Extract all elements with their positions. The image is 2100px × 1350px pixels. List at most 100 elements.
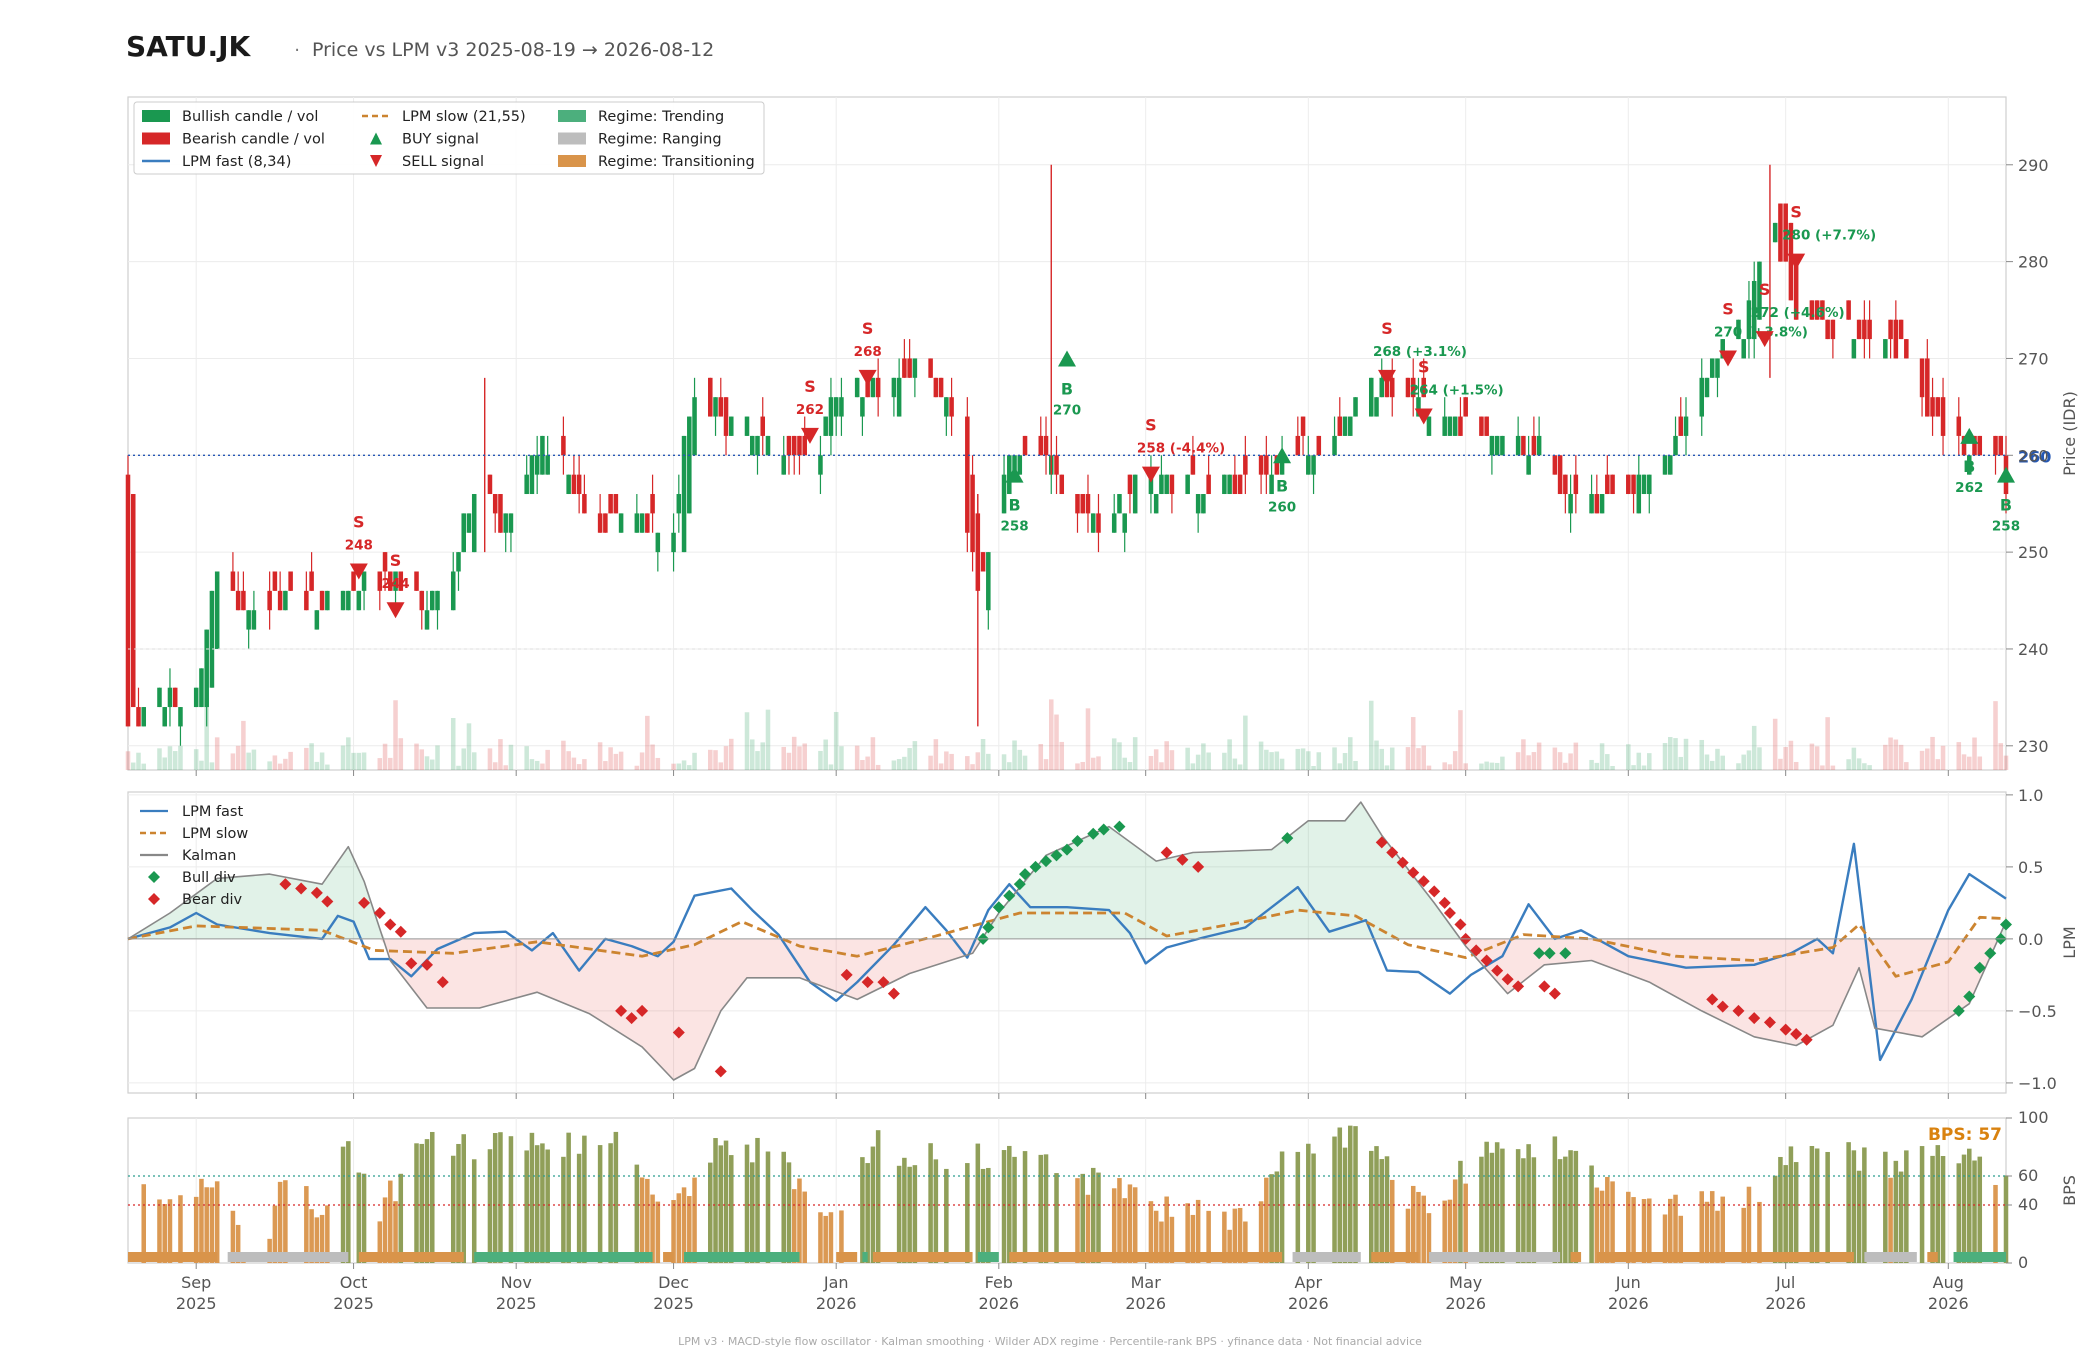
candle-body xyxy=(839,397,844,417)
candle-body xyxy=(1153,494,1159,514)
volume-bar xyxy=(1610,765,1615,770)
volume-bar xyxy=(1898,744,1904,770)
bps-bar xyxy=(1038,1154,1044,1263)
candle-body xyxy=(933,377,939,398)
volume-bar xyxy=(456,765,461,770)
candle-body xyxy=(199,668,204,708)
bear-div-marker xyxy=(1548,987,1561,1000)
candle-body xyxy=(136,707,141,727)
volume-bar xyxy=(597,742,603,770)
volume-bar xyxy=(1022,755,1028,770)
sell-signal-code: S xyxy=(353,512,365,531)
volume-bar xyxy=(938,763,944,770)
bps-bar xyxy=(1531,1157,1537,1263)
volume-bar xyxy=(1458,710,1463,770)
bps-bar xyxy=(1384,1156,1390,1263)
bps-bar xyxy=(791,1189,797,1263)
volume-bar xyxy=(1820,765,1825,770)
sell-signal-code: S xyxy=(804,377,816,396)
candle-body xyxy=(938,377,944,398)
volume-bar xyxy=(419,749,425,770)
candle-body xyxy=(1704,377,1710,398)
bps-bar xyxy=(566,1132,571,1263)
regime-band xyxy=(1953,1252,2006,1262)
price-tick-label: 260 xyxy=(2018,446,2049,465)
volume-bar xyxy=(1080,761,1086,770)
candle-body xyxy=(1007,455,1012,495)
bear-div-marker xyxy=(1470,944,1483,957)
volume-bar xyxy=(1573,742,1579,770)
volume-bar xyxy=(1867,765,1872,770)
volume-bar xyxy=(288,751,293,770)
bear-div-marker xyxy=(1375,836,1388,849)
candle-body xyxy=(1862,319,1867,340)
candle-body xyxy=(1237,474,1243,495)
candle-body xyxy=(1232,474,1238,495)
bull-div-marker xyxy=(1013,878,1026,891)
bear-div-marker xyxy=(877,976,890,989)
legend-swatch xyxy=(558,132,586,145)
bps-frame xyxy=(127,1117,2007,1264)
candle-body xyxy=(1405,377,1411,398)
candle-body xyxy=(1185,474,1190,495)
volume-bar xyxy=(199,760,204,770)
volume-bar xyxy=(267,761,272,770)
volume-bar xyxy=(1410,717,1416,770)
bear-div-marker xyxy=(625,1012,638,1025)
lpm-legend-diamond xyxy=(148,871,160,883)
volume-bar xyxy=(1851,747,1857,770)
candle-body xyxy=(708,377,713,417)
bear-div-marker xyxy=(1176,853,1189,866)
sell-signal-marker xyxy=(858,369,877,386)
bps-bar xyxy=(608,1143,613,1263)
candle-body xyxy=(1080,494,1086,514)
bps-bar xyxy=(1521,1158,1526,1263)
volume-bar xyxy=(534,760,540,770)
volume-bar xyxy=(1699,739,1705,770)
volume-bar xyxy=(314,761,320,770)
volume-bar xyxy=(975,752,981,770)
candle-body xyxy=(209,590,215,688)
volume-bar xyxy=(1636,752,1642,770)
candle-body xyxy=(382,552,388,572)
candle-body xyxy=(1117,494,1122,514)
bull-div-marker xyxy=(1963,990,1976,1003)
volume-bar xyxy=(1746,750,1752,770)
bps-bar xyxy=(471,1159,477,1263)
candle-body xyxy=(791,435,797,456)
bps-bar xyxy=(1169,1216,1175,1263)
price-frame xyxy=(127,96,2007,771)
candle-body xyxy=(907,358,912,378)
regime-band xyxy=(227,1252,349,1262)
bear-div-marker xyxy=(384,918,397,931)
candle-body xyxy=(1605,474,1610,495)
candle-body xyxy=(1699,377,1705,417)
volume-bar xyxy=(1778,758,1783,770)
bps-bar xyxy=(1122,1198,1127,1263)
bps-bar xyxy=(1195,1199,1201,1263)
bps-bar xyxy=(965,1163,970,1263)
bear-div-marker xyxy=(279,878,292,891)
candle-body xyxy=(650,494,655,514)
candle-body xyxy=(1867,319,1872,340)
legend-swatch xyxy=(142,132,170,145)
volume-bar xyxy=(1201,743,1206,770)
bps-bar xyxy=(1935,1145,1941,1263)
bps-panel xyxy=(127,1117,2007,1264)
bps-bar xyxy=(681,1187,687,1263)
volume-bar xyxy=(1342,753,1348,770)
year-label: 2026 xyxy=(1608,1294,1649,1313)
volume-bar xyxy=(749,739,755,770)
bps-bar xyxy=(1898,1171,1904,1263)
candle-body xyxy=(540,435,545,475)
volume-bar xyxy=(576,764,582,770)
candle-body xyxy=(309,571,314,591)
price-tick-label: 280 xyxy=(2018,253,2049,272)
candle-body xyxy=(1332,435,1337,456)
volume-bar xyxy=(141,763,147,770)
bps-bar xyxy=(749,1162,755,1263)
buy-signal-marker xyxy=(1005,466,1024,483)
volume-bar xyxy=(492,762,498,770)
volume-bar xyxy=(718,762,724,770)
bear-div-marker xyxy=(1501,973,1514,986)
